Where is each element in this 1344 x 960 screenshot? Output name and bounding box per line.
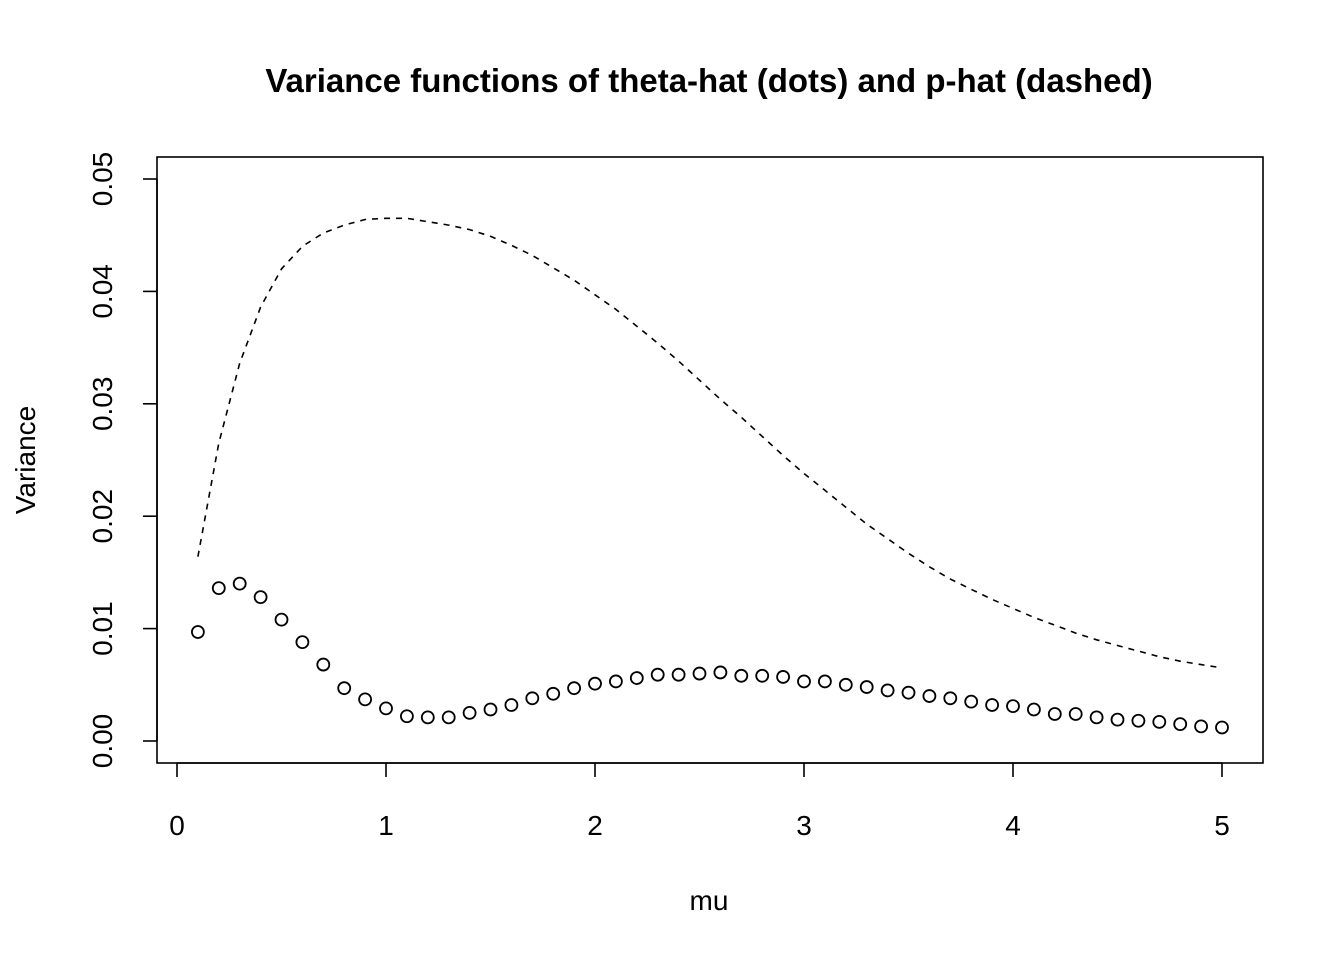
y-tick-label: 0.02: [87, 489, 118, 544]
data-point: [1006, 699, 1020, 714]
data-point: [692, 666, 707, 681]
data-point: [1215, 720, 1229, 735]
data-point: [1047, 707, 1062, 721]
data-point: [1110, 712, 1125, 727]
data-point: [462, 706, 477, 720]
y-tick-label: 0.03: [87, 377, 118, 432]
data-point: [190, 625, 205, 639]
data-point: [358, 692, 373, 707]
data-point: [650, 667, 665, 682]
data-point: [964, 694, 979, 709]
data-point: [295, 635, 310, 649]
data-point: [1194, 719, 1208, 734]
series-p-hat-line: [197, 217, 1223, 669]
data-point: [546, 686, 561, 701]
data-point: [1027, 702, 1041, 717]
data-point: [525, 691, 540, 706]
data-point: [504, 698, 519, 712]
x-tick-label: 0: [169, 810, 185, 841]
data-point: [609, 674, 623, 689]
data-point: [232, 576, 247, 591]
y-axis-label: Variance: [10, 406, 41, 514]
data-point: [211, 581, 226, 596]
data-point: [588, 676, 602, 691]
plot-frame: [156, 156, 1264, 764]
y-tick-label: 0.05: [87, 152, 118, 207]
data-point: [399, 709, 414, 724]
data-point: [671, 667, 686, 682]
data-point: [483, 702, 498, 717]
data-point: [1131, 713, 1146, 728]
data-point: [713, 665, 728, 680]
data-point: [316, 657, 331, 672]
series-layer: [190, 217, 1229, 735]
data-point: [838, 677, 853, 692]
y-tick-label: 0.04: [87, 264, 118, 319]
data-point: [274, 612, 289, 627]
data-point: [1152, 714, 1167, 729]
data-point: [755, 668, 770, 683]
data-point: [337, 681, 352, 696]
data-point: [1173, 717, 1188, 732]
x-axis-label: mu: [690, 885, 729, 916]
data-point: [253, 590, 268, 605]
x-tick-label: 1: [378, 810, 394, 841]
data-point: [985, 698, 999, 712]
data-point: [441, 710, 456, 725]
x-axis: 0 1 2 3 4 5: [169, 762, 1230, 841]
data-point: [567, 681, 581, 696]
x-tick-label: 2: [587, 810, 603, 841]
data-point: [379, 701, 393, 716]
data-point: [818, 674, 832, 689]
x-tick-label: 3: [796, 810, 812, 841]
data-point: [776, 670, 790, 684]
data-point: [1068, 707, 1083, 721]
data-point: [420, 710, 435, 725]
x-tick-label: 4: [1005, 810, 1021, 841]
x-tick-label: 5: [1214, 810, 1230, 841]
data-point: [922, 689, 937, 703]
y-tick-label: 0.01: [87, 601, 118, 656]
data-point: [629, 671, 644, 685]
data-point: [797, 674, 811, 689]
y-axis: 0.00 0.01 0.02 0.03 0.04 0.05: [87, 152, 158, 769]
data-point: [943, 691, 958, 706]
data-point: [1089, 710, 1104, 725]
y-tick-label: 0.00: [87, 714, 118, 769]
chart-title: Variance functions of theta-hat (dots) a…: [265, 62, 1152, 99]
data-point: [901, 685, 916, 700]
data-point: [734, 668, 749, 683]
data-point: [859, 680, 874, 694]
data-point: [880, 683, 895, 698]
